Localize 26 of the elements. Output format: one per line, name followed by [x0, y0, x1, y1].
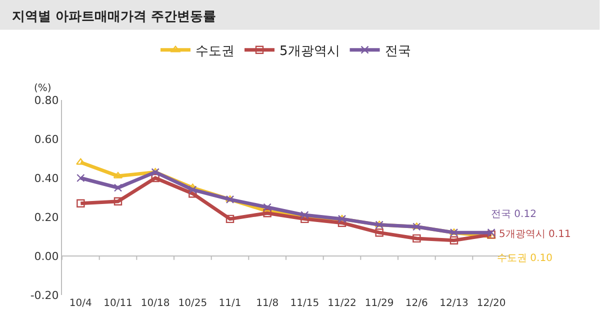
- x-tick-label: 10/11: [104, 298, 132, 309]
- x-tick-label: 12/6: [405, 298, 428, 309]
- legend-label: 전국: [384, 44, 411, 59]
- x-tick-label: 11/15: [290, 298, 320, 309]
- annotation: 5개광역시 0.11: [499, 229, 571, 240]
- x-tick-label: 11/29: [364, 298, 394, 309]
- x-tick-label: 10/4: [69, 298, 92, 309]
- y-tick-label: 0.20: [34, 210, 59, 224]
- x-tick-label: 11/22: [328, 298, 356, 309]
- y-tick-label: -0.20: [30, 288, 59, 302]
- y-tick-label: 0.00: [34, 250, 59, 263]
- legend-label: 수도권: [196, 44, 234, 59]
- legend-label: 5개광역시: [280, 44, 340, 59]
- y-axis-title: (%): [34, 83, 52, 94]
- x-tick-label: 10/25: [178, 298, 208, 309]
- y-tick-label: 0.40: [34, 172, 59, 185]
- y-tick-label: 0.60: [34, 132, 59, 146]
- annotation: 전국 0.12: [491, 209, 536, 220]
- x-tick-label: 12/20: [476, 298, 506, 309]
- x-tick-label: 12/13: [440, 298, 468, 309]
- x-tick-label: 11/8: [256, 298, 279, 309]
- x-tick-label: 10/18: [140, 298, 170, 309]
- chart-title: 지역별 아파트매매가격 주간변동률: [12, 9, 216, 24]
- y-tick-label: 0.80: [34, 94, 59, 107]
- x-tick-label: 11/1: [218, 298, 242, 309]
- annotation: 수도권 0.10: [497, 253, 552, 264]
